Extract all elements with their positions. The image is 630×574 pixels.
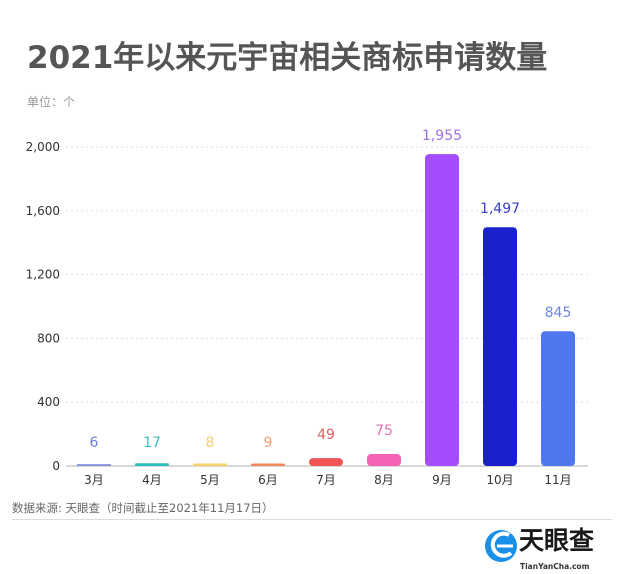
y-tick-label: 800 xyxy=(37,331,60,345)
bar xyxy=(309,458,343,466)
x-tick-label: 10月 xyxy=(486,473,513,487)
bar xyxy=(425,154,459,467)
x-tick-label: 7月 xyxy=(316,473,336,487)
x-tick-label: 4月 xyxy=(142,473,162,487)
x-tick-label: 11月 xyxy=(544,473,571,487)
y-tick-label: 2,000 xyxy=(26,140,60,154)
bar xyxy=(541,331,575,466)
bar xyxy=(483,227,517,466)
bar xyxy=(193,463,227,466)
x-tick-label: 3月 xyxy=(84,473,104,487)
data-label: 1,955 xyxy=(422,128,462,144)
bar-chart: 0 400 800 1,200 1,600 2,000 6 3月 17 4月 8 5月 9 6月 49 7月 7… xyxy=(26,128,588,487)
data-source-note: 数据来源: 天眼查（时间截止至2021年11月17日） xyxy=(12,501,274,515)
data-label: 49 xyxy=(317,427,335,443)
data-label: 17 xyxy=(143,435,161,451)
logo-name: 天眼查 xyxy=(519,526,595,555)
data-label: 8 xyxy=(206,435,215,451)
y-tick-label: 0 xyxy=(52,459,60,473)
tianyancha-logo: 天眼查 TianYanCha.com xyxy=(483,525,623,574)
bar xyxy=(251,463,285,466)
x-tick-label: 8月 xyxy=(374,473,394,487)
data-label: 75 xyxy=(375,423,393,439)
bar xyxy=(367,454,401,466)
bar xyxy=(135,463,169,466)
logo-site: TianYanCha.com xyxy=(520,562,590,571)
divider xyxy=(12,519,612,520)
data-label: 845 xyxy=(545,305,572,321)
y-tick-label: 1,600 xyxy=(26,204,60,218)
chart-title: 2021年以来元宇宙相关商标申请数量 xyxy=(27,40,548,76)
y-tick-label: 1,200 xyxy=(26,268,60,282)
data-label: 1,497 xyxy=(480,201,520,217)
unit-label: 单位：个 xyxy=(27,95,76,109)
data-label: 9 xyxy=(264,435,273,451)
data-label: 6 xyxy=(90,435,99,451)
x-tick-label: 5月 xyxy=(200,473,220,487)
y-tick-label: 400 xyxy=(37,395,60,409)
x-tick-label: 9月 xyxy=(432,473,452,487)
x-tick-label: 6月 xyxy=(258,473,278,487)
logo-icon xyxy=(485,530,517,562)
